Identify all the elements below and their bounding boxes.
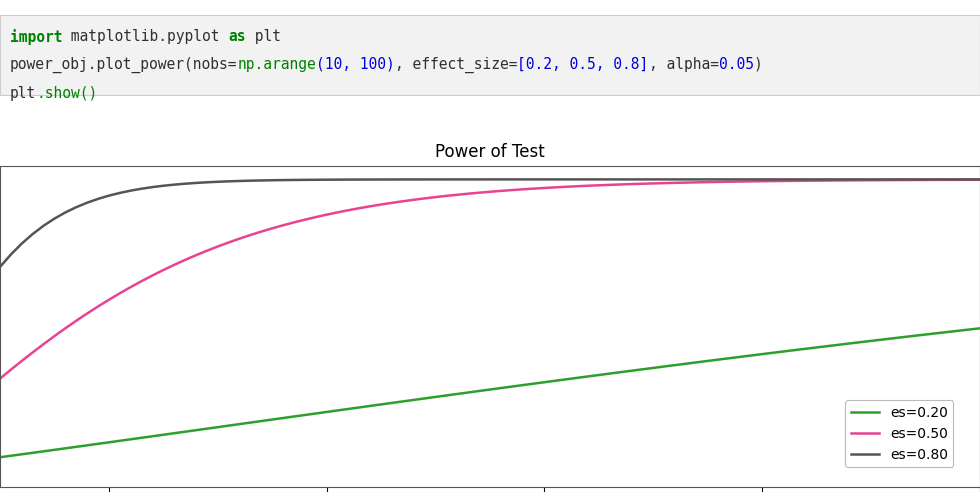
Line: es=0.20: es=0.20 — [0, 328, 980, 457]
es=0.50 — [821, 178, 833, 184]
es=0.80 — [953, 177, 964, 183]
Text: ): ) — [754, 57, 762, 71]
Line: es=0.50: es=0.50 — [0, 180, 980, 378]
Legend: es=0.20, es=0.50, es=0.80: es=0.20, es=0.50, es=0.80 — [846, 400, 954, 467]
FancyBboxPatch shape — [0, 15, 980, 95]
es=0.50 — [245, 232, 257, 238]
es=0.80 — [114, 190, 125, 196]
Title: Power of Test: Power of Test — [435, 143, 545, 161]
Text: [0.2, 0.5, 0.8]: [0.2, 0.5, 0.8] — [517, 57, 649, 71]
es=0.50 — [953, 177, 964, 183]
Text: , effect_size=: , effect_size= — [395, 57, 517, 73]
Text: plt: plt — [10, 86, 36, 100]
Text: , alpha=: , alpha= — [649, 57, 718, 71]
Text: import: import — [10, 29, 63, 45]
Text: (10, 100): (10, 100) — [316, 57, 395, 71]
es=0.20 — [114, 438, 125, 444]
Text: .show(): .show() — [36, 86, 97, 100]
es=0.80 — [821, 177, 833, 183]
es=0.50 — [222, 240, 234, 246]
Line: es=0.80: es=0.80 — [0, 180, 980, 267]
es=0.50 — [942, 177, 954, 183]
Text: matplotlib.pyplot: matplotlib.pyplot — [63, 29, 228, 44]
es=0.20 — [953, 328, 964, 334]
Text: power_obj.plot_power(nobs=: power_obj.plot_power(nobs= — [10, 57, 237, 73]
es=0.20 — [245, 420, 257, 426]
es=0.80 — [942, 177, 954, 183]
es=0.80 — [0, 264, 6, 270]
es=0.50 — [974, 177, 980, 183]
Text: as: as — [228, 29, 246, 44]
Text: np.arange: np.arange — [237, 57, 316, 71]
es=0.80 — [222, 179, 234, 184]
es=0.20 — [974, 325, 980, 331]
es=0.80 — [245, 178, 257, 184]
es=0.20 — [222, 423, 234, 429]
Text: plt: plt — [246, 29, 281, 44]
es=0.20 — [942, 329, 954, 335]
es=0.50 — [114, 290, 125, 296]
Text: 0.05: 0.05 — [718, 57, 754, 71]
es=0.20 — [0, 454, 6, 460]
es=0.20 — [821, 343, 833, 349]
es=0.50 — [0, 375, 6, 381]
es=0.80 — [974, 177, 980, 183]
